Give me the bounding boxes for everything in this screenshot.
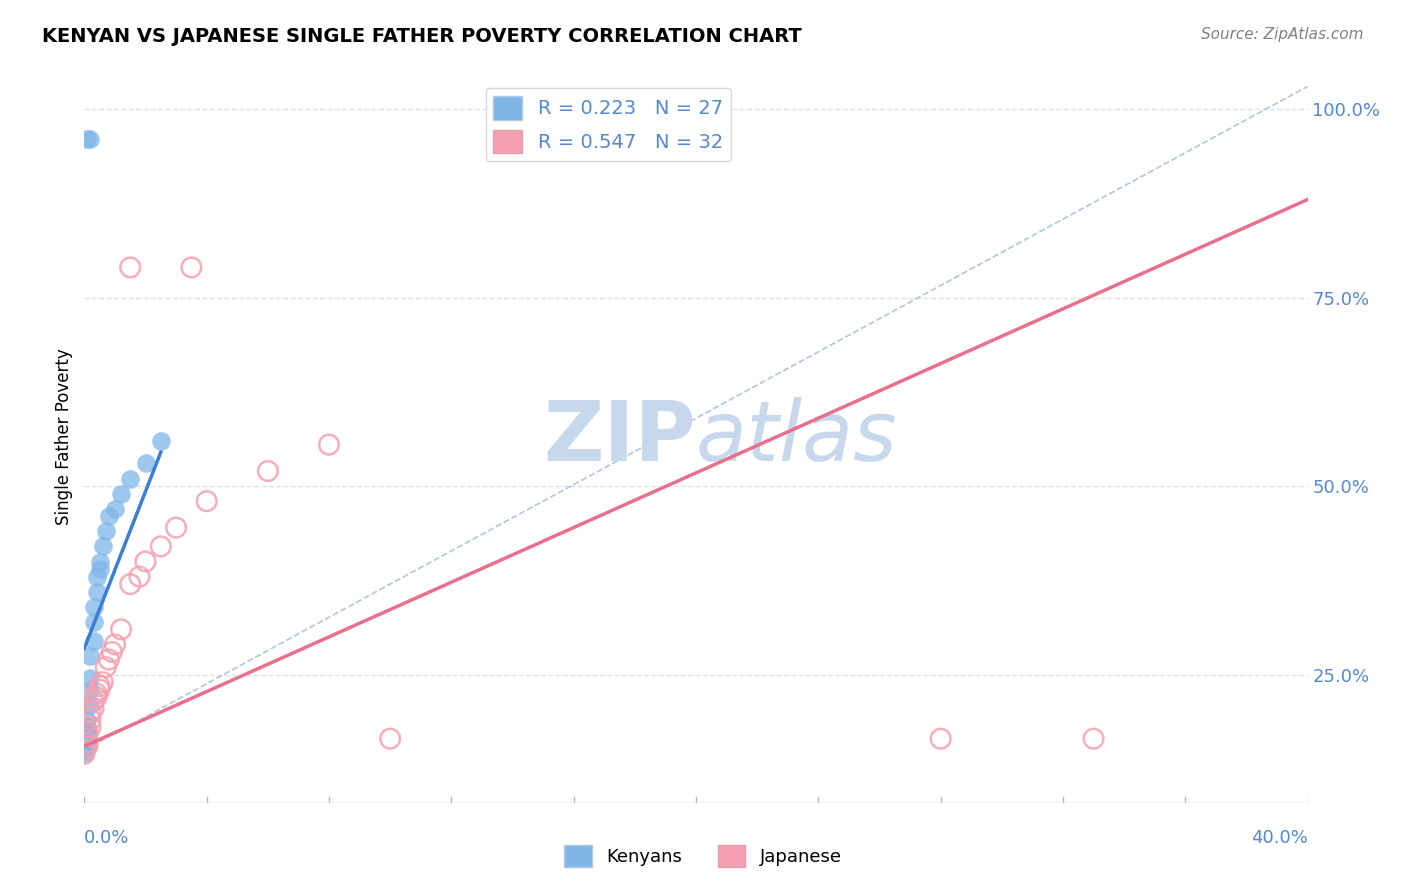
Point <box>97 509 120 524</box>
Point <box>76 724 98 739</box>
Point <box>89 679 111 693</box>
Point <box>76 728 98 742</box>
Text: 40.0%: 40.0% <box>1251 829 1308 847</box>
Point <box>76 713 98 727</box>
Point <box>86 690 108 705</box>
Point <box>86 569 108 583</box>
Point <box>73 747 96 761</box>
Point <box>79 682 101 697</box>
Point <box>149 540 172 554</box>
Point <box>120 471 142 485</box>
Point <box>110 623 132 637</box>
Point <box>91 540 114 554</box>
Legend: Kenyans, Japanese: Kenyans, Japanese <box>557 838 849 874</box>
Text: Source: ZipAtlas.com: Source: ZipAtlas.com <box>1201 27 1364 42</box>
Point <box>120 577 142 591</box>
Point <box>76 739 98 754</box>
Point <box>76 731 98 746</box>
Point <box>83 599 105 614</box>
Point <box>91 675 114 690</box>
Point <box>76 720 98 734</box>
Point <box>76 724 98 739</box>
Point <box>79 132 101 146</box>
Point <box>79 720 101 734</box>
Point <box>318 437 340 451</box>
Point <box>110 486 132 500</box>
Point <box>89 562 111 576</box>
Point <box>89 682 111 697</box>
Point <box>76 132 98 146</box>
Point <box>79 713 101 727</box>
Point <box>135 457 157 471</box>
Point <box>149 434 172 448</box>
Text: KENYAN VS JAPANESE SINGLE FATHER POVERTY CORRELATION CHART: KENYAN VS JAPANESE SINGLE FATHER POVERTY… <box>42 27 801 45</box>
Point <box>104 637 127 651</box>
Point <box>165 520 187 534</box>
Point <box>73 743 96 757</box>
Point <box>120 260 142 275</box>
Point <box>94 660 117 674</box>
Point <box>104 501 127 516</box>
Point <box>79 648 101 663</box>
Text: ZIP: ZIP <box>544 397 696 477</box>
Point <box>76 739 98 754</box>
Point <box>929 731 952 746</box>
Point <box>76 735 98 749</box>
Point <box>83 701 105 715</box>
Point <box>79 706 101 720</box>
Point <box>79 672 101 686</box>
Point <box>73 747 96 761</box>
Point <box>89 554 111 568</box>
Text: 0.0%: 0.0% <box>84 829 129 847</box>
Point <box>86 584 108 599</box>
Point <box>128 569 150 583</box>
Point <box>97 652 120 666</box>
Point <box>135 554 157 568</box>
Point <box>83 615 105 629</box>
Point <box>94 524 117 539</box>
Point <box>73 743 96 757</box>
Text: atlas: atlas <box>696 397 897 477</box>
Point <box>79 698 101 712</box>
Point <box>1083 731 1105 746</box>
Point <box>86 686 108 700</box>
Point <box>380 731 402 746</box>
Point <box>180 260 202 275</box>
Point <box>101 645 124 659</box>
Point <box>257 464 280 478</box>
Point <box>83 633 105 648</box>
Point <box>83 694 105 708</box>
Legend: R = 0.223   N = 27, R = 0.547   N = 32: R = 0.223 N = 27, R = 0.547 N = 32 <box>485 88 731 161</box>
Point <box>195 494 218 508</box>
Y-axis label: Single Father Poverty: Single Father Poverty <box>55 349 73 525</box>
Point <box>76 728 98 742</box>
